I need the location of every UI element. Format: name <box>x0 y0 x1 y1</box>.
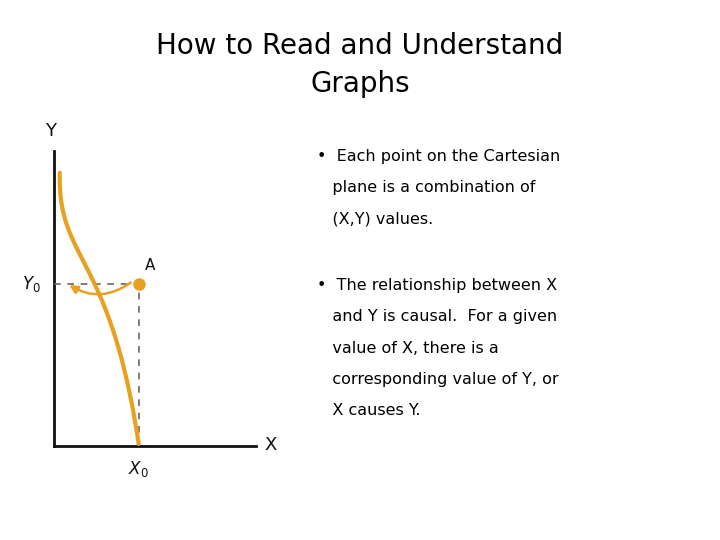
Text: •  Each point on the Cartesian: • Each point on the Cartesian <box>317 148 560 164</box>
Text: and Y is causal.  For a given: and Y is causal. For a given <box>317 309 557 325</box>
Text: corresponding value of Y, or: corresponding value of Y, or <box>317 372 559 387</box>
Text: A: A <box>145 258 155 273</box>
FancyArrowPatch shape <box>72 282 130 294</box>
Text: Y: Y <box>45 123 56 140</box>
Text: $X_0$: $X_0$ <box>128 459 149 479</box>
Text: (X,Y) values.: (X,Y) values. <box>317 211 433 226</box>
Text: X causes Y.: X causes Y. <box>317 403 420 418</box>
Text: plane is a combination of: plane is a combination of <box>317 180 535 195</box>
Text: •  The relationship between X: • The relationship between X <box>317 278 557 293</box>
Text: Graphs: Graphs <box>310 70 410 98</box>
Text: X: X <box>264 436 276 455</box>
Text: How to Read and Understand: How to Read and Understand <box>156 32 564 60</box>
Text: $Y_0$: $Y_0$ <box>22 274 41 294</box>
Text: value of X, there is a: value of X, there is a <box>317 341 498 356</box>
